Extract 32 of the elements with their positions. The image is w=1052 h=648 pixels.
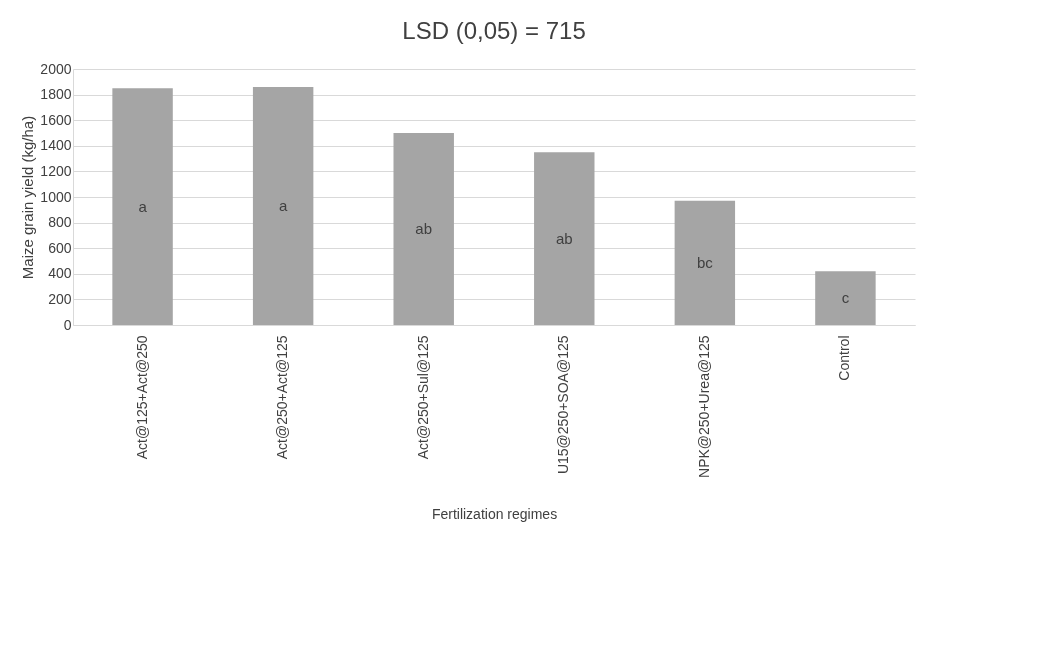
bar (112, 88, 173, 325)
annotation: bc (696, 253, 714, 271)
y-tick-label: 1800 (40, 86, 72, 103)
bar (674, 200, 736, 325)
bar (815, 271, 876, 325)
x-tick-label: Act@125+Act@250 (133, 335, 150, 460)
y-tick-label: 1200 (40, 162, 72, 179)
x-tick-label: Control (836, 335, 853, 381)
bar (534, 152, 595, 325)
x-tick-label: Act@250+Act@125 (274, 335, 291, 460)
annotation: a (278, 196, 288, 214)
x-tick-label: NPK@250+Urea@125 (695, 335, 712, 478)
bar (252, 86, 314, 325)
annotation: ab (555, 229, 573, 247)
y-tick-label: 1400 (40, 137, 72, 154)
y-tick-label: 200 (48, 290, 72, 307)
y-tick-label: 1600 (40, 111, 72, 128)
bar (393, 133, 454, 325)
x-axis-title: Fertilization regimes (431, 505, 558, 522)
y-tick-label: 0 (63, 316, 72, 333)
x-tick-label: Act@250+Sul@125 (414, 335, 431, 460)
y-tick-label: 400 (48, 265, 72, 282)
y-axis-title: Maize grain yield (kg/ha) (19, 115, 37, 280)
annotation: a (138, 197, 148, 215)
chart-title: LSD (0,05) = 715 (402, 17, 586, 44)
x-tick-label: U15@250+SOA@125 (555, 335, 572, 475)
y-tick-label: 800 (48, 214, 72, 231)
annotation: ab (415, 220, 433, 237)
y-tick-label: 2000 (40, 60, 72, 77)
y-tick-label: 600 (48, 239, 72, 256)
y-tick-label: 1000 (40, 188, 72, 205)
annotation: c (841, 289, 850, 307)
